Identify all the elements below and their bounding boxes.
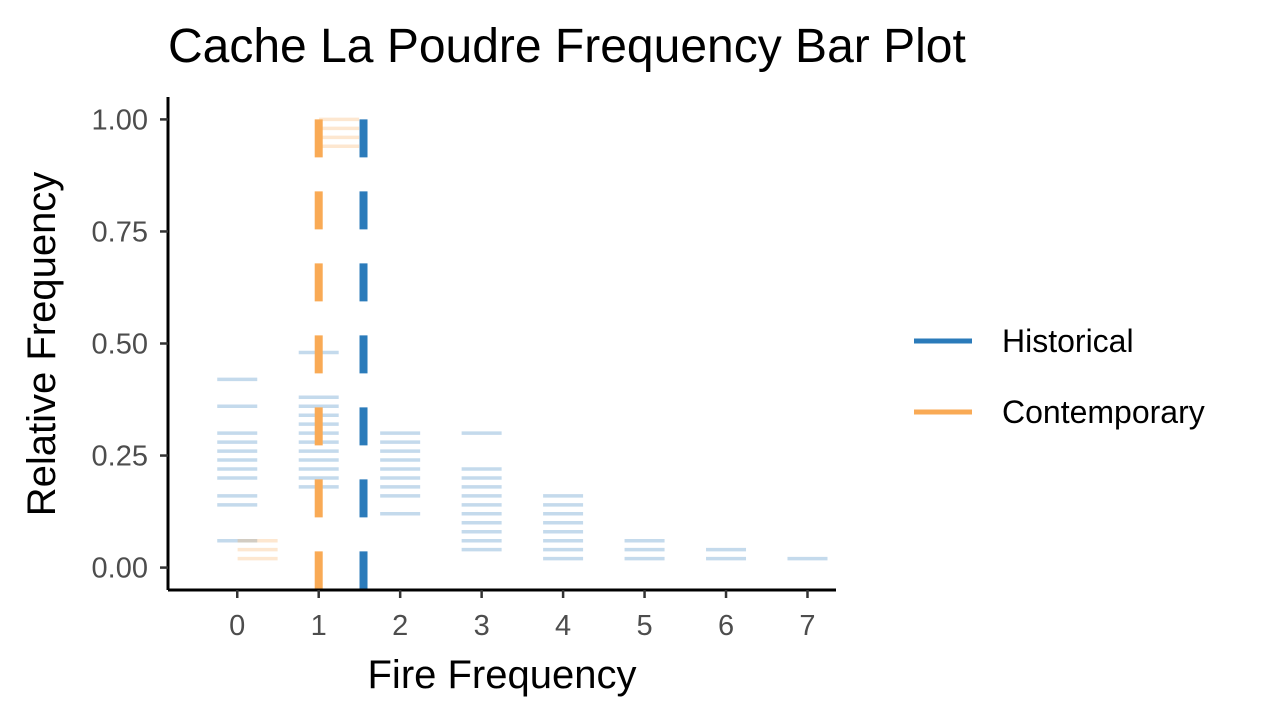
x-tick-label-5: 5 xyxy=(636,610,652,642)
legend-label-historical: Historical xyxy=(1002,323,1134,359)
plot-marks xyxy=(217,117,828,590)
x-axis-title: Fire Frequency xyxy=(368,653,637,697)
x-tick-label-2: 2 xyxy=(392,610,408,642)
x-tick-label-1: 1 xyxy=(311,610,327,642)
x-tick-label-4: 4 xyxy=(555,610,571,642)
x-tick-label-7: 7 xyxy=(799,610,815,642)
y-tick-label-0.25: 0.25 xyxy=(92,441,148,473)
axes: 0 1 2 3 4 5 6 7 0.00 0.25 0.50 0.75 1.00 xyxy=(92,97,836,642)
x-tick-label-3: 3 xyxy=(474,610,490,642)
legend: Historical Contemporary xyxy=(914,323,1205,430)
y-tick-label-0.75: 0.75 xyxy=(92,216,148,248)
y-tick-label-0.00: 0.00 xyxy=(92,553,148,585)
x-tick-label-6: 6 xyxy=(718,610,734,642)
chart-title: Cache La Poudre Frequency Bar Plot xyxy=(168,20,966,73)
y-axis-title: Relative Frequency xyxy=(20,172,64,517)
y-tick-label-0.50: 0.50 xyxy=(92,329,148,361)
x-tick-label-0: 0 xyxy=(229,610,245,642)
y-tick-label-1.00: 1.00 xyxy=(92,104,148,136)
legend-label-contemporary: Contemporary xyxy=(1002,394,1205,430)
